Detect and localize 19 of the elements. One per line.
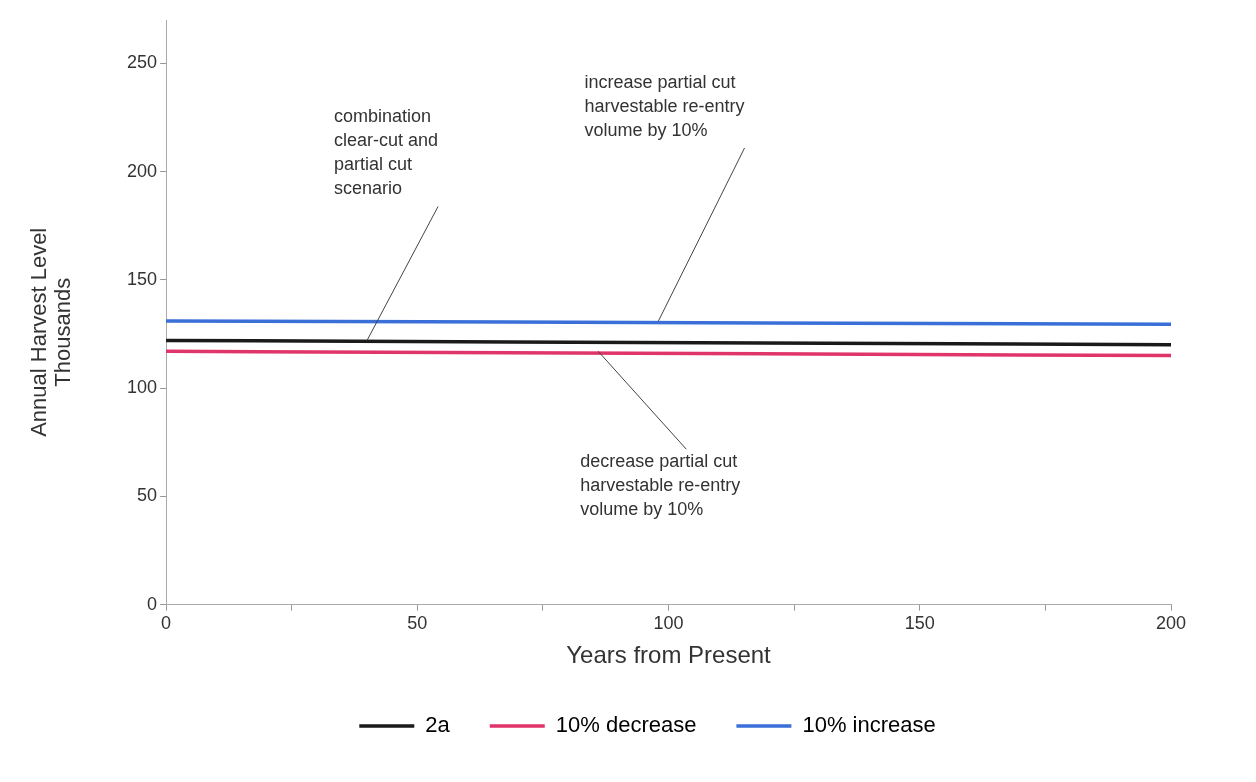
x-axis-title: Years from Present (566, 641, 772, 669)
y-tick-label: 200 (126, 160, 158, 181)
x-tick-label: 100 (653, 613, 684, 634)
annotation: decrease partial cut harvestable re-entry volume by 10% (580, 451, 741, 520)
x-tick-label: 0 (161, 613, 172, 634)
y-tick-label: 150 (126, 268, 158, 289)
y-tick-label: 50 (137, 485, 158, 506)
x-tick-label: 150 (904, 613, 935, 634)
y-axis-title: Annual Harvest Level Thousands (26, 227, 76, 437)
y-tick-label: 100 (126, 377, 158, 398)
y-tick-label: 0 (147, 593, 158, 614)
legend-label: 10% decrease (555, 712, 697, 738)
annotation: increase partial cut harvestable re-entry volume by 10% (584, 71, 745, 140)
y-tick-label: 250 (126, 52, 158, 73)
legend-label: 2a (425, 712, 451, 738)
annotation: combination clear-cut and partial cut scenario (334, 106, 439, 199)
legend-label: 10% increase (802, 712, 936, 738)
x-tick-label: 50 (407, 613, 428, 634)
x-tick-label: 200 (1155, 613, 1187, 634)
